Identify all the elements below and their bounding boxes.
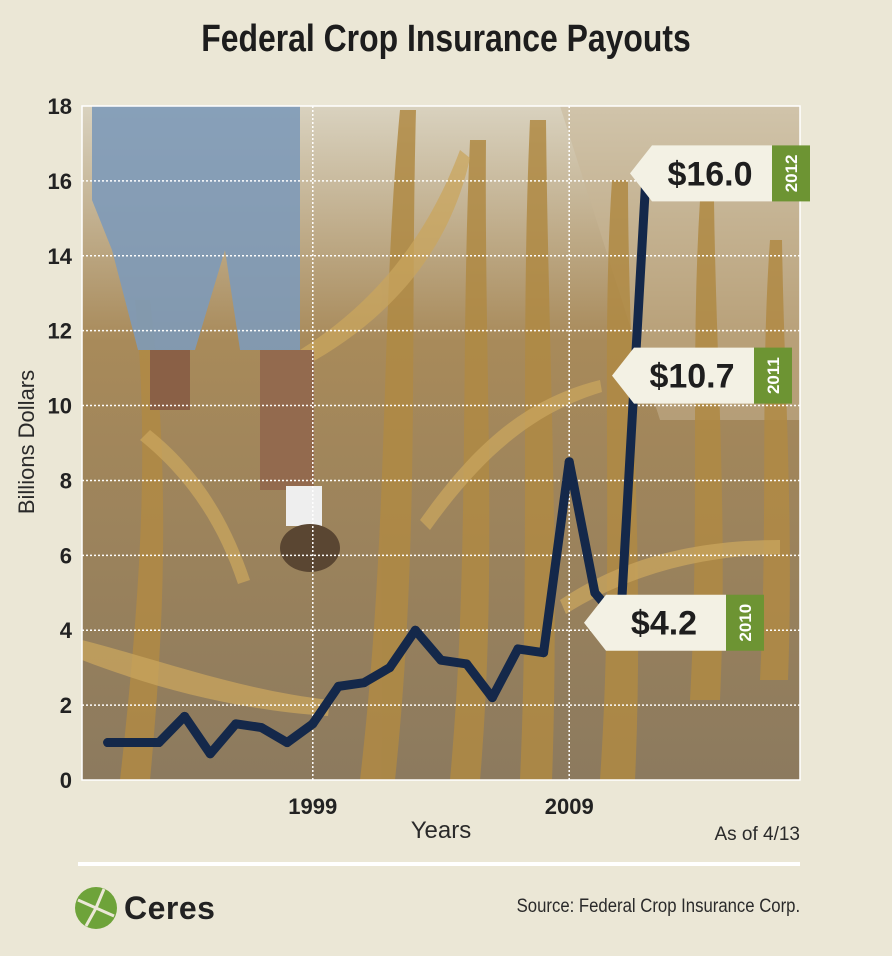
series-layer — [103, 168, 651, 759]
callout-year: 2012 — [782, 154, 801, 192]
callout-value: $4.2 — [631, 605, 697, 643]
data-point — [282, 738, 292, 748]
data-point — [410, 625, 420, 635]
data-point — [205, 749, 215, 759]
data-point — [333, 681, 343, 691]
farmer-silhouette — [92, 106, 340, 572]
y-tick-label: 10 — [48, 394, 72, 419]
ceres-logo-icon — [75, 887, 117, 929]
y-tick-label: 14 — [48, 244, 73, 269]
photo-background — [82, 106, 800, 780]
callout-year: 2010 — [736, 604, 755, 642]
data-point — [257, 723, 266, 733]
callout-box — [630, 145, 772, 202]
data-point — [359, 678, 369, 688]
data-point — [308, 719, 318, 729]
callout-box — [584, 594, 726, 651]
y-tick-label: 16 — [48, 169, 72, 194]
data-point — [539, 648, 549, 658]
data-point — [154, 738, 164, 748]
chart-title: Federal Crop Insurance Payouts — [201, 18, 691, 60]
callout-2012: $16.0 2012 — [630, 145, 810, 202]
data-point — [462, 659, 472, 669]
callout-box — [612, 347, 754, 404]
y-tick-label: 12 — [48, 319, 72, 344]
x-tick-label: 1999 — [288, 794, 337, 819]
y-tick-label: 0 — [60, 768, 72, 793]
y-tick-label: 2 — [60, 693, 72, 718]
data-point — [103, 738, 113, 748]
y-axis-ticks: 0 2 4 6 8 10 12 14 16 18 — [48, 94, 73, 793]
callout-year-tag — [772, 145, 810, 202]
data-point — [436, 655, 446, 665]
ceres-logo: Ceres — [74, 886, 215, 930]
data-point — [231, 719, 241, 729]
data-point — [564, 457, 574, 467]
data-point — [385, 663, 395, 673]
callout-2010: $4.2 2010 — [584, 594, 764, 651]
callout-2011: $10.7 2011 — [612, 347, 792, 404]
y-tick-label: 8 — [60, 468, 72, 493]
y-tick-label: 6 — [60, 543, 72, 568]
callout-year-tag — [754, 347, 792, 404]
gridlines — [82, 106, 800, 780]
callout-year-tag — [726, 594, 764, 651]
data-point — [487, 693, 497, 703]
data-point — [513, 644, 523, 654]
callout-year: 2011 — [764, 357, 783, 394]
y-tick-label: 4 — [60, 618, 73, 643]
callouts-layer: $16.0 2012 $10.7 2011 $4.2 2010 — [584, 145, 810, 651]
chart-svg: 0 2 4 6 8 10 12 14 16 18 1999 2009 $16.0 2012 $10.7 2… — [14, 94, 810, 845]
data-point — [180, 711, 190, 721]
data-point — [590, 588, 600, 598]
data-point — [128, 738, 138, 748]
y-tick-label: 18 — [48, 94, 72, 119]
callout-value: $10.7 — [649, 358, 734, 396]
y-axis-label: Billions Dollars — [14, 370, 39, 514]
footer-divider — [78, 862, 800, 866]
brand-name: Ceres — [124, 889, 216, 926]
x-axis-label: Years — [411, 817, 472, 844]
x-tick-label: 2009 — [545, 794, 594, 819]
as-of-note: As of 4/13 — [714, 824, 800, 845]
series-line — [103, 168, 651, 759]
x-axis-ticks: 1999 2009 — [288, 794, 593, 819]
callout-value: $16.0 — [667, 155, 752, 193]
source-note: Source: Federal Crop Insurance Corp. — [516, 896, 800, 917]
